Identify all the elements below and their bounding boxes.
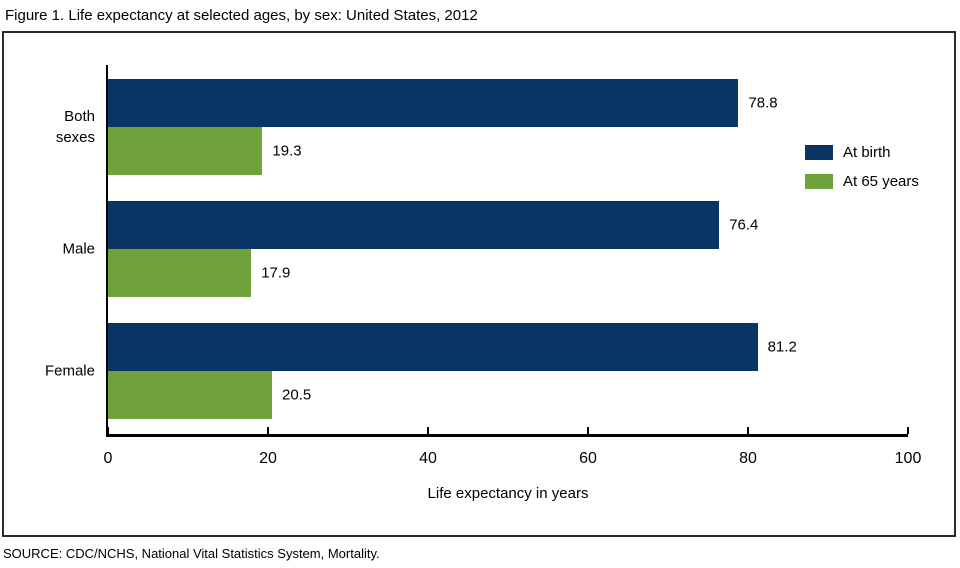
- category-label-both-sexes: Both sexes: [55, 108, 95, 146]
- bar-group-both-sexes: Both sexes 78.8 19.3: [56, 79, 908, 175]
- bar-group-male: Male 76.4 17.9: [62, 201, 908, 297]
- x-tick-20: [267, 427, 269, 434]
- figure-title: Figure 1. Life expectancy at selected ag…: [5, 7, 478, 24]
- legend: At birth At 65 years: [805, 144, 919, 203]
- bar-at-birth-both-sexes: [108, 79, 739, 127]
- x-tick-label-40: 40: [419, 450, 437, 467]
- bar-at-65-years-female: [108, 371, 272, 419]
- legend-swatch-at-65-years: [805, 174, 833, 189]
- x-tick-60: [587, 427, 589, 434]
- value-label-at-birth-male: 76.4: [729, 216, 759, 234]
- x-axis-title: Life expectancy in years: [427, 485, 589, 502]
- legend-label-at-birth: At birth: [843, 144, 891, 161]
- x-tick-label-80: 80: [739, 450, 757, 467]
- legend-label-at-65-years: At 65 years: [843, 173, 919, 190]
- x-tick-100: [907, 427, 909, 434]
- value-label-at-birth-both-sexes: 78.8: [748, 94, 778, 112]
- bar-at-birth-female: [108, 323, 758, 371]
- value-label-at-65-years-male: 17.9: [261, 264, 291, 282]
- x-tick-label-20: 20: [259, 450, 277, 467]
- source-note: SOURCE: CDC/NCHS, National Vital Statist…: [3, 546, 380, 561]
- x-tick-40: [427, 427, 429, 434]
- value-label-at-65-years-female: 20.5: [282, 386, 312, 404]
- x-tick-80: [747, 427, 749, 434]
- category-label-female: Female: [44, 362, 95, 380]
- bar-at-65-years-both-sexes: [108, 127, 263, 175]
- value-label-at-65-years-both-sexes: 19.3: [272, 142, 302, 160]
- x-tick-label-60: 60: [579, 450, 597, 467]
- legend-item-at-birth: At birth: [805, 144, 919, 161]
- plot-area: Both sexes 78.8 19.3 Male 76.4 17.9 Female 81.2…: [45, 65, 909, 437]
- legend-item-at-65-years: At 65 years: [805, 173, 919, 190]
- x-tick-label-100: 100: [894, 450, 922, 467]
- x-axis-tick-labels: 0 20 40 60 80 100: [104, 450, 922, 468]
- legend-swatch-at-birth: [805, 145, 833, 160]
- bar-group-female: Female 81.2 20.5: [45, 323, 908, 419]
- x-tick-0: [107, 427, 109, 434]
- category-label-male: Male: [62, 240, 95, 258]
- bar-at-65-years-male: [108, 249, 252, 297]
- value-label-at-birth-female: 81.2: [767, 338, 797, 356]
- chart-frame: Both sexes 78.8 19.3 Male 76.4 17.9 Female 81.2…: [2, 31, 956, 537]
- bar-at-birth-male: [108, 201, 720, 249]
- x-tick-label-0: 0: [103, 450, 113, 467]
